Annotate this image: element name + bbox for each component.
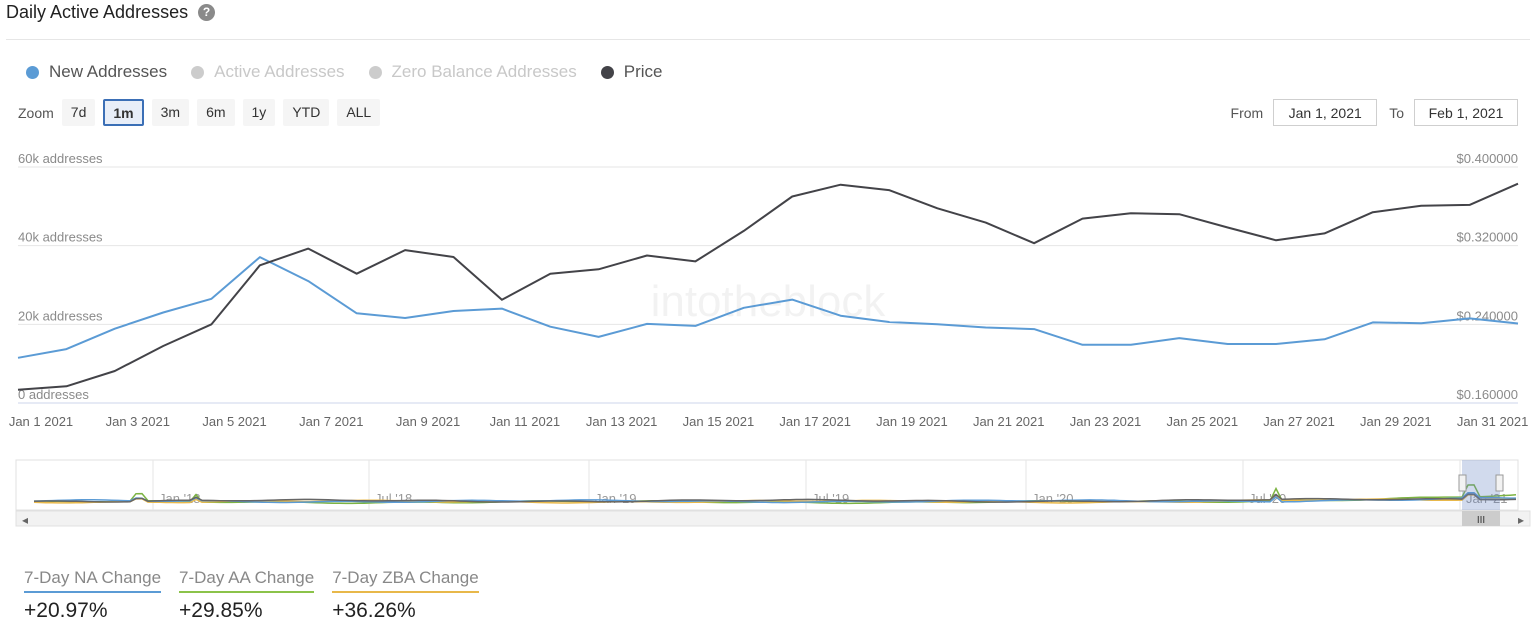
zoom-label: Zoom	[18, 104, 54, 121]
to-label: To	[1389, 104, 1404, 121]
from-label: From	[1230, 104, 1264, 121]
stat-value: +36.26%	[332, 599, 416, 622]
zoom-3m-button[interactable]: 3m	[151, 99, 190, 126]
legend-item-price[interactable]: Price	[600, 62, 663, 82]
page-title: Daily Active Addresses?	[6, 2, 216, 23]
x-tick-label: Jan 23 2021	[1070, 414, 1142, 429]
from-date-input[interactable]	[1273, 99, 1378, 126]
legend-item-zero-balance-addresses[interactable]: Zero Balance Addresses	[368, 62, 577, 82]
zoom-7d-button[interactable]: 7d	[61, 99, 96, 126]
zoom-ytd-button[interactable]: YTD	[283, 99, 330, 126]
help-icon[interactable]: ?	[198, 4, 216, 21]
date-range-selector: From To	[1231, 99, 1518, 126]
stat-zba-change: 7-Day ZBA Change +36.26%	[332, 568, 479, 623]
stat-na-change: 7-Day NA Change +20.97%	[24, 568, 162, 623]
x-tick-label: Jan 25 2021	[1167, 414, 1239, 429]
series-line-new-addresses	[17, 256, 1519, 359]
change-stats: 7-Day NA Change +20.97% 7-Day AA Change …	[24, 568, 497, 623]
navigator-series-line	[33, 491, 1516, 504]
x-tick-label: Jan 31 2021	[1457, 414, 1529, 429]
legend-dot-icon	[26, 65, 39, 79]
zoom-1y-button[interactable]: 1y	[242, 99, 276, 126]
stat-value: +29.85%	[179, 599, 263, 622]
x-tick-label: Jan 29 2021	[1360, 414, 1432, 429]
x-tick-label: Jan 17 2021	[779, 414, 851, 429]
main-chart[interactable]: intotheblock 60k addresses $0.400000 40k ad…	[0, 140, 1536, 440]
x-tick-label: Jan 5 2021	[202, 414, 266, 429]
y-left-tick-label: 60k addresses	[18, 151, 103, 166]
stat-aa-change: 7-Day AA Change +29.85%	[179, 568, 315, 623]
stat-label: 7-Day AA Change	[179, 568, 315, 593]
scroll-left-icon: ◂	[22, 513, 28, 527]
legend-label: Active Addresses	[214, 62, 345, 81]
title-divider	[6, 39, 1530, 40]
x-tick-label: Jan 7 2021	[299, 414, 363, 429]
zoom-controls: Zoom 7d 1m 3m 6m 1y YTD ALL	[18, 99, 388, 126]
legend-label: Price	[623, 62, 663, 81]
legend-label: New Addresses	[49, 62, 168, 81]
navigator-scrollbar-track	[15, 510, 1531, 527]
x-tick-label: Jan 3 2021	[106, 414, 170, 429]
navigator-right-handle	[1495, 474, 1504, 492]
legend-dot-icon	[600, 65, 614, 79]
scrollbar-grip-icon: III	[1477, 515, 1485, 526]
page-title-text: Daily Active Addresses	[6, 2, 189, 22]
x-tick-label: Jan 15 2021	[683, 414, 755, 429]
chart-legend: New Addresses Active Addresses Zero Bala…	[26, 62, 686, 82]
navigator-series-line	[33, 493, 1517, 503]
x-tick-label: Jan 1 2021	[9, 414, 73, 429]
x-tick-label: Jan 19 2021	[876, 414, 948, 429]
navigator-label: Jul '18	[375, 491, 412, 506]
y-right-tick-label: $0.320000	[1457, 230, 1518, 245]
stat-label: 7-Day NA Change	[24, 568, 162, 593]
x-tick-label: Jan 21 2021	[973, 414, 1045, 429]
x-tick-label: Jan 9 2021	[396, 414, 460, 429]
y-left-tick-label: 20k addresses	[18, 308, 103, 323]
x-tick-label: Jan 13 2021	[586, 414, 658, 429]
to-date-input[interactable]	[1414, 99, 1518, 126]
navigator-selection	[1462, 460, 1500, 510]
y-right-tick-label: $0.400000	[1457, 151, 1518, 166]
scroll-right-icon: ▸	[1518, 513, 1524, 527]
zoom-1m-button[interactable]: 1m	[103, 99, 144, 126]
legend-item-active-addresses[interactable]: Active Addresses	[191, 62, 345, 82]
legend-item-new-addresses[interactable]: New Addresses	[26, 62, 167, 82]
zoom-all-button[interactable]: ALL	[337, 99, 381, 126]
navigator-left-handle	[1458, 474, 1467, 492]
x-tick-label: Jan 27 2021	[1263, 414, 1335, 429]
navigator-scrollbar-thumb	[1462, 511, 1500, 526]
legend-dot-icon	[191, 65, 205, 79]
navigator-label: Jan '19	[595, 491, 637, 506]
series-line-price	[17, 182, 1519, 391]
stat-label: 7-Day ZBA Change	[332, 568, 479, 593]
x-tick-label: Jan 11 2021	[490, 414, 561, 429]
zoom-6m-button[interactable]: 6m	[197, 99, 235, 126]
stat-value: +20.97%	[24, 599, 108, 622]
navigator-chart[interactable]: Jan '18 Jul '18 Jan '19 Jul '19 Jan '20 Jul '…	[0, 455, 1536, 530]
watermark-text: intotheblock	[651, 277, 887, 326]
y-right-tick-label: $0.160000	[1457, 387, 1518, 402]
legend-dot-icon	[368, 65, 382, 79]
y-left-tick-label: 40k addresses	[18, 230, 103, 245]
legend-label: Zero Balance Addresses	[391, 62, 577, 81]
y-left-tick-label: 0 addresses	[18, 387, 89, 402]
